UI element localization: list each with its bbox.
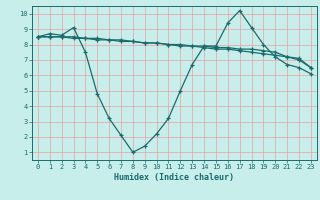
- X-axis label: Humidex (Indice chaleur): Humidex (Indice chaleur): [115, 173, 234, 182]
